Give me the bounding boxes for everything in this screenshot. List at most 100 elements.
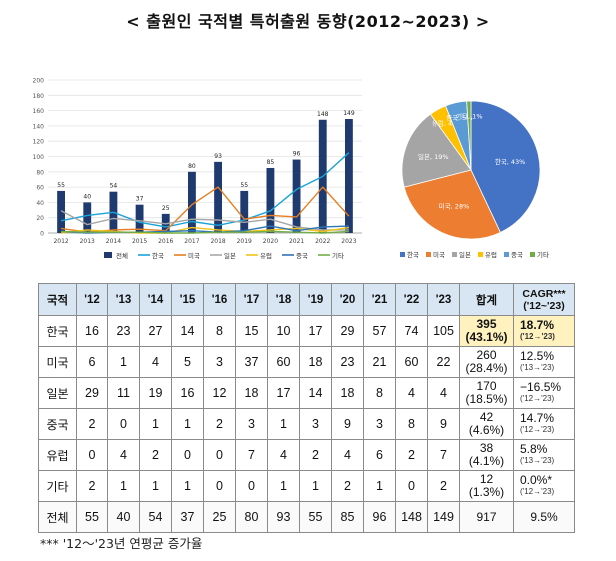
table-cell: 21 bbox=[363, 346, 396, 378]
pie-legend-swatch bbox=[452, 252, 457, 257]
legend-item: 유럽 bbox=[246, 251, 272, 260]
table-row: 유럽 0 4 2 0 0 7 4 2 4 6 2 7 38 (4.1%) 5.8% ('13→'23) bbox=[38, 439, 575, 471]
legend-label: 미국 bbox=[188, 251, 200, 260]
legend-swatch bbox=[104, 252, 112, 258]
row-label: 유럽 bbox=[38, 439, 77, 471]
header-cell: '21 bbox=[363, 283, 396, 316]
table-cell: 6 bbox=[76, 346, 108, 378]
header-cell: '12 bbox=[76, 283, 108, 316]
legend-item: 한국 bbox=[138, 252, 164, 260]
pie-legend-item: 미국 bbox=[426, 250, 445, 259]
cagr-cell: −16.5% ('12→'23) bbox=[513, 377, 575, 409]
table-row: 일본 29 11 19 16 12 18 17 14 18 8 4 4 170 (18.5%) −16.5%(… bbox=[38, 377, 575, 409]
table-cell: 3 bbox=[299, 408, 332, 440]
pie-legend-label: 유럽 bbox=[485, 250, 497, 259]
y-tick-label: 180 bbox=[33, 93, 45, 100]
bar bbox=[266, 167, 275, 233]
header-cell: '15 bbox=[171, 283, 204, 316]
table-cell: 0 bbox=[107, 408, 140, 440]
legend-label: 일본 bbox=[224, 251, 236, 260]
table-cell: 3 bbox=[235, 408, 268, 440]
row-label: 전체 bbox=[38, 501, 77, 533]
table-cell: 8 bbox=[395, 408, 428, 440]
table-cell: 57 bbox=[363, 315, 396, 347]
table-cell: 8 bbox=[203, 315, 236, 347]
y-tick-label: 0 bbox=[40, 231, 44, 238]
table-cell: 37 bbox=[235, 346, 268, 378]
table-cell: 2 bbox=[139, 439, 172, 471]
table-cell: 15 bbox=[235, 315, 268, 347]
table-cell: 96 bbox=[363, 501, 396, 533]
table-cell: 40 bbox=[107, 501, 140, 533]
table-cell: 1 bbox=[363, 470, 396, 502]
table-body: 한국 16 23 27 14 8 15 10 17 29 57 74 105 395 (43.1%) 18.7… bbox=[38, 315, 575, 533]
table-cell: 19 bbox=[139, 377, 172, 409]
x-tick-label: 2016 bbox=[158, 238, 173, 245]
table-row: 미국 6 1 4 5 3 37 60 18 23 21 60 22 260 (28.4%) 12.5% ('13… bbox=[38, 346, 575, 378]
table-cell: 105 bbox=[427, 315, 460, 347]
table-cell: 4 bbox=[427, 377, 460, 409]
header-cell: 합계 bbox=[459, 283, 514, 316]
table-cell: 1 bbox=[171, 470, 204, 502]
pie-legend-label: 중국 bbox=[511, 251, 523, 259]
pie-slice bbox=[401, 113, 472, 188]
total-cell: 38 (4.1%) bbox=[459, 439, 514, 471]
table-cell: 0 bbox=[76, 439, 108, 471]
table-cell: 2 bbox=[299, 439, 332, 471]
x-tick-label: 2019 bbox=[237, 238, 252, 245]
bar bbox=[187, 171, 196, 233]
series-line bbox=[61, 230, 349, 234]
table-cell: 37 bbox=[171, 501, 204, 533]
table-cell: 16 bbox=[171, 377, 204, 409]
header-cell: '13 bbox=[107, 283, 140, 316]
table-cell: 148 bbox=[395, 501, 428, 533]
table-cell: 14 bbox=[299, 377, 332, 409]
table-cell: 1 bbox=[139, 470, 172, 502]
table-cell: 0 bbox=[235, 470, 268, 502]
pie-legend-label: 기타 bbox=[537, 250, 549, 259]
pie-slice-label: 한국, 43% bbox=[495, 158, 526, 166]
pie-legend-swatch bbox=[478, 252, 483, 257]
bar-data-label: 148 bbox=[317, 111, 329, 118]
y-tick-label: 200 bbox=[33, 78, 45, 85]
bar-data-label: 149 bbox=[343, 110, 355, 117]
table-cell: 6 bbox=[363, 439, 396, 471]
pie-legend-swatch bbox=[426, 252, 431, 257]
header-cagr: CAGR*** ('12~'23) bbox=[513, 283, 575, 316]
series-line bbox=[61, 226, 350, 234]
pie-legend-swatch bbox=[530, 252, 535, 257]
bar bbox=[135, 204, 144, 233]
table-cell: 8 bbox=[363, 377, 396, 409]
header-cell: '16 bbox=[203, 283, 236, 316]
bar bbox=[292, 159, 301, 233]
table-cell: 1 bbox=[171, 408, 204, 440]
pie-slice-label: 미국, 28% bbox=[439, 202, 470, 211]
x-tick-label: 2014 bbox=[106, 238, 121, 245]
charts-canvas: 0 20 40 60 80 100 120 140 160 180 200 55 40 54 37 25 80 9… bbox=[33, 78, 549, 261]
row-label: 한국 bbox=[38, 315, 77, 347]
table-cell: 10 bbox=[267, 315, 300, 347]
header-cell: '20 bbox=[331, 283, 364, 316]
total-cell: 12 (1.3%) bbox=[459, 470, 514, 502]
table-row: 기타 2 1 1 1 0 0 1 1 2 1 0 2 12 (1.3%) 0.0%* ('12→'23) bbox=[38, 470, 575, 502]
table-cell: 9 bbox=[427, 408, 460, 440]
pie-legend-label: 한국 bbox=[407, 251, 419, 259]
table-cell: 4 bbox=[107, 439, 140, 471]
table-cell: 22 bbox=[427, 346, 460, 378]
pie-legend-swatch bbox=[504, 252, 509, 257]
pie-slice-label: 일본, 19% bbox=[418, 152, 449, 161]
x-tick-label: 2022 bbox=[315, 238, 330, 245]
x-tick-label: 2020 bbox=[263, 238, 278, 245]
bar bbox=[83, 202, 92, 233]
table-cell: 23 bbox=[107, 315, 140, 347]
table-cell: 4 bbox=[331, 439, 364, 471]
x-tick-label: 2012 bbox=[53, 238, 68, 245]
patent-table: 국적 '12'13'14'15'16'17'18'19'20'21'22'23 합계… bbox=[38, 283, 575, 533]
table-row: 중국 2 0 1 1 2 3 1 3 9 3 8 9 42 (4.6%) 14.7% ('12→'23) bbox=[38, 408, 575, 440]
table-cell: 4 bbox=[395, 377, 428, 409]
pie-chart: 한국, 43% 미국, 28% 일본, 19% 유럽, 4%중국, 5%기타, 1% 한… bbox=[400, 100, 549, 259]
x-tick-label: 2018 bbox=[210, 238, 225, 245]
table-cell: 85 bbox=[331, 501, 364, 533]
table-cell: 55 bbox=[76, 501, 108, 533]
bar-data-label: 85 bbox=[267, 159, 275, 166]
